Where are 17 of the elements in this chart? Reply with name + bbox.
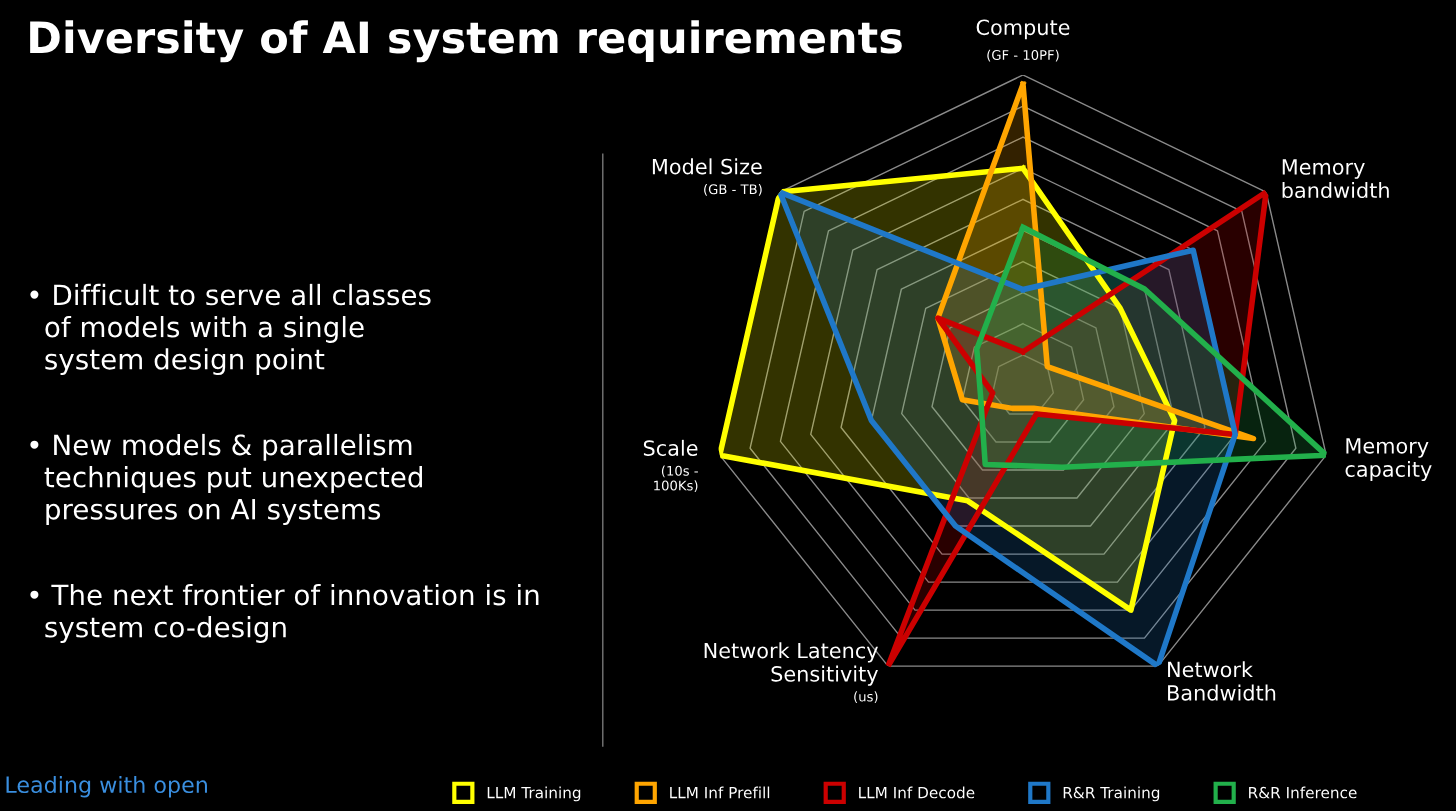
text: • Difficult to serve all classes of models with a single system design point (30, 283, 431, 376)
legend-label: R&R Inference (1249, 786, 1357, 799)
text: • New models & parallelism techniques put unexpected pressures on AI systems (30, 433, 422, 526)
spoke-label: Model Size (GB - TB) (652, 158, 762, 196)
spoke-label: Scale (10s - 100Ks) (643, 439, 698, 493)
legend-label: LLM Inf Decode (859, 786, 975, 799)
spoke-label: Compute (GF - 10PF) (976, 19, 1070, 62)
legend-label: R&R Training (1063, 786, 1160, 802)
text: Leading with open (6, 775, 207, 798)
legend-label: LLM Training (487, 786, 581, 802)
text: • The next frontier of innovation is in system co-design (30, 583, 539, 643)
spoke-label: Network Latency Sensitivity (us) (704, 642, 878, 704)
spoke-label: Memory capacity (1345, 438, 1432, 482)
spoke-label: Network Bandwidth (1168, 661, 1276, 701)
legend-label: LLM Inf Prefill (670, 786, 770, 799)
spoke-label: Memory bandwidth (1282, 159, 1389, 199)
chart-title: Diversity of AI system requirements (30, 20, 902, 63)
